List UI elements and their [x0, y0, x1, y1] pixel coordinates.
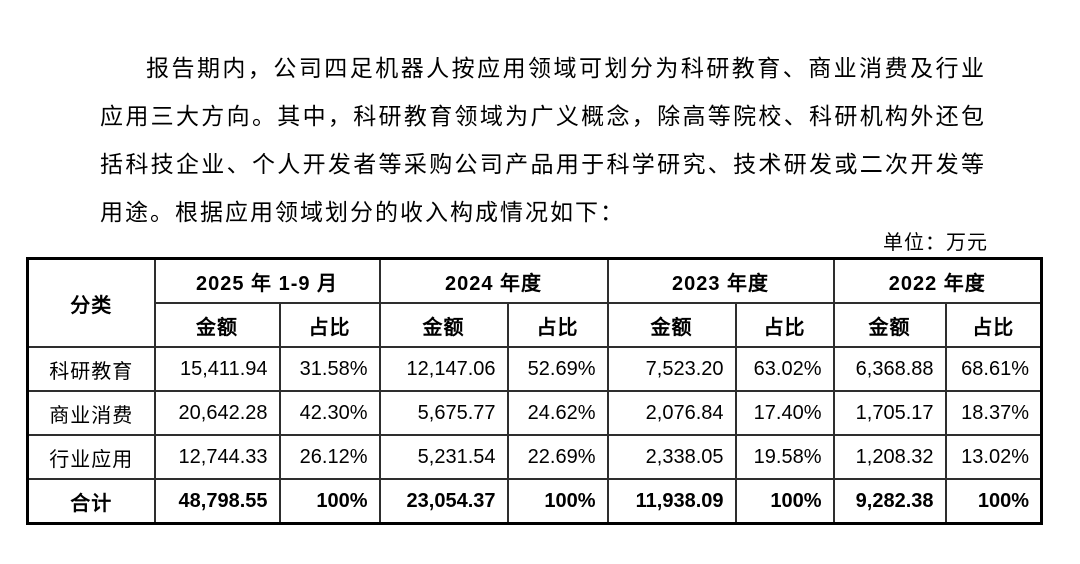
- period-header-2023: 2023 年度: [606, 257, 835, 304]
- subheader-ratio: 占比: [278, 302, 381, 348]
- subheader-ratio: 占比: [944, 302, 1043, 348]
- table-cell: 26.12%: [278, 434, 381, 480]
- table-cell: 12,147.06: [378, 346, 509, 392]
- corner-header-cell: 分类: [26, 257, 156, 348]
- table-cell: 68.61%: [944, 346, 1043, 392]
- table-cell: 6,368.88: [832, 346, 947, 392]
- table-cell: 5,675.77: [378, 390, 509, 436]
- table-cell: 31.58%: [278, 346, 381, 392]
- table-cell: 48,798.55: [153, 478, 281, 525]
- table-cell: 18.37%: [944, 390, 1043, 436]
- table-row-industry-application: 行业应用 12,744.33 26.12% 5,231.54 22.69% 2,…: [26, 434, 1043, 480]
- table-cell: 63.02%: [734, 346, 835, 392]
- table-cell: 100%: [506, 478, 609, 525]
- unit-label: 单位：万元: [883, 232, 988, 254]
- row-label: 商业消费: [26, 390, 156, 436]
- subheader-amount: 金额: [378, 302, 509, 348]
- table-cell: 5,231.54: [378, 434, 509, 480]
- intro-paragraph: 报告期内，公司四足机器人按应用领域可划分为科研教育、商业消费及行业应用三大方向。…: [100, 56, 986, 225]
- table-cell: 20,642.28: [153, 390, 281, 436]
- table-cell: 9,282.38: [832, 478, 947, 525]
- table-cell: 1,705.17: [832, 390, 947, 436]
- table-cell: 42.30%: [278, 390, 381, 436]
- table-row-commercial-consumer: 商业消费 20,642.28 42.30% 5,675.77 24.62% 2,…: [26, 390, 1043, 436]
- subheader-amount: 金额: [832, 302, 947, 348]
- subheader-amount: 金额: [606, 302, 737, 348]
- subheader-ratio: 占比: [734, 302, 835, 348]
- table-row-research-education: 科研教育 15,411.94 31.58% 12,147.06 52.69% 7…: [26, 346, 1043, 392]
- table-cell: 11,938.09: [606, 478, 737, 525]
- table-cell: 100%: [278, 478, 381, 525]
- table-cell: 2,338.05: [606, 434, 737, 480]
- revenue-composition-table: 分类 2025 年 1-9 月 2024 年度 2023 年度 2022 年度 …: [26, 257, 1044, 525]
- table-header-row-periods: 分类 2025 年 1-9 月 2024 年度 2023 年度 2022 年度: [26, 257, 1043, 348]
- table-cell: 13.02%: [944, 434, 1043, 480]
- table-row-total: 合计 48,798.55 100% 23,054.37 100% 11,938.…: [26, 478, 1043, 525]
- table-cell: 23,054.37: [378, 478, 509, 525]
- period-header-2025: 2025 年 1-9 月: [153, 257, 381, 304]
- row-label: 科研教育: [26, 346, 156, 392]
- table-cell: 100%: [944, 478, 1043, 525]
- subheader-amount: 金额: [153, 302, 281, 348]
- period-header-2022: 2022 年度: [832, 257, 1043, 304]
- table-cell: 24.62%: [506, 390, 609, 436]
- table-header-row-subcolumns: 金额 占比 金额 占比 金额 占比 金额 占比: [28, 302, 1043, 348]
- subheader-ratio: 占比: [506, 302, 609, 348]
- period-header-2024: 2024 年度: [378, 257, 609, 304]
- table-cell: 22.69%: [506, 434, 609, 480]
- table-cell: 7,523.20: [606, 346, 737, 392]
- row-label: 行业应用: [26, 434, 156, 480]
- table-cell: 52.69%: [506, 346, 609, 392]
- row-label: 合计: [26, 478, 156, 525]
- table-cell: 12,744.33: [153, 434, 281, 480]
- table-cell: 1,208.32: [832, 434, 947, 480]
- table-cell: 19.58%: [734, 434, 835, 480]
- table-cell: 17.40%: [734, 390, 835, 436]
- table-cell: 2,076.84: [606, 390, 737, 436]
- table-cell: 100%: [734, 478, 835, 525]
- table-cell: 15,411.94: [153, 346, 281, 392]
